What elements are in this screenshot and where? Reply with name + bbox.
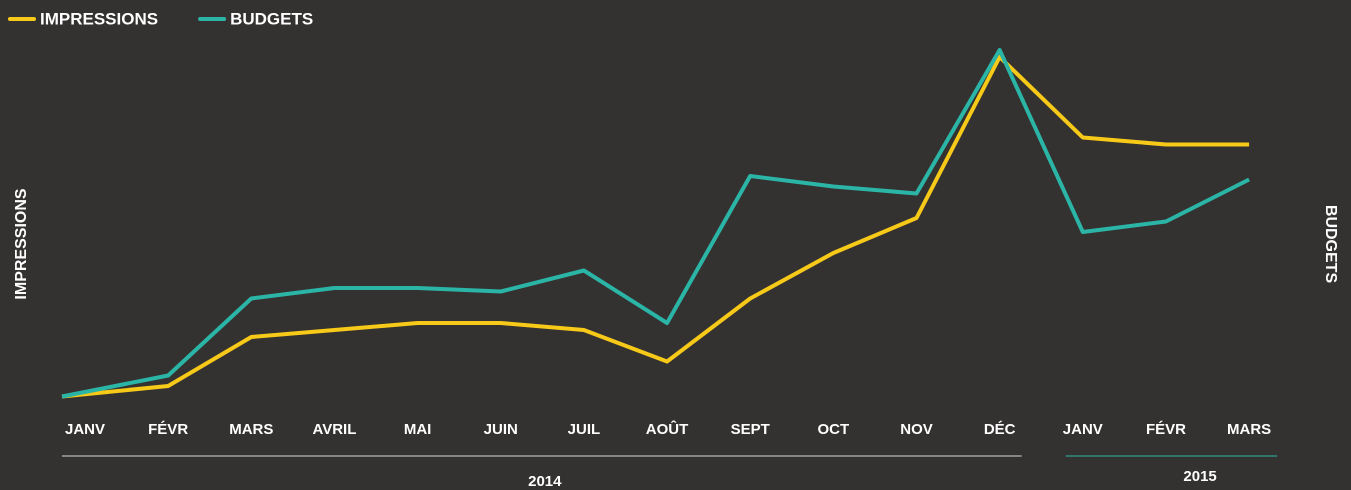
x-tick-label: SEPT: [731, 421, 770, 438]
x-tick-label: DÉC: [984, 421, 1016, 438]
group-label: 2015: [1183, 468, 1216, 485]
y-axis-label: IMPRESSIONS: [13, 188, 30, 299]
x-tick-label: JUIL: [568, 421, 601, 438]
x-tick-label: AVRIL: [313, 421, 357, 438]
x-tick-label: FÉVR: [1146, 421, 1186, 438]
x-tick-label: JUIN: [484, 421, 518, 438]
legend-label: BUDGETS: [230, 9, 313, 28]
x-tick-label: MARS: [229, 421, 273, 438]
series-line: [61, 55, 1250, 399]
series-line: [61, 48, 1251, 399]
x-tick-label: MARS: [1227, 421, 1271, 438]
x-tick-label: AOÛT: [646, 420, 689, 438]
x-tick-label: NOV: [900, 421, 933, 438]
x-tick-label: MAI: [404, 421, 432, 438]
x-tick-label: JANV: [1063, 421, 1103, 438]
group-label: 2014: [528, 473, 562, 490]
legend-label: IMPRESSIONS: [40, 9, 158, 28]
x-tick-label: JANV: [65, 421, 105, 438]
x-tick-label: FÉVR: [148, 421, 188, 438]
x-tick-label: OCT: [818, 421, 850, 438]
y2-axis-label: BUDGETS: [1322, 205, 1339, 284]
